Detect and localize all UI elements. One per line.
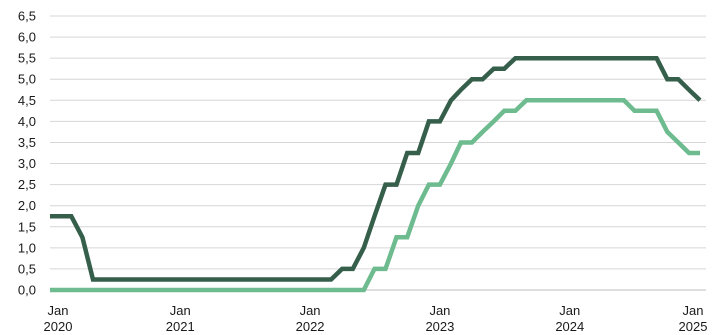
y-tick-label: 1,0 xyxy=(18,240,36,255)
series-line-1 xyxy=(50,55,702,282)
x-tick-label-year: 2023 xyxy=(425,319,454,334)
y-tick-label: 6,5 xyxy=(18,9,36,24)
x-tick-label: Jan xyxy=(48,303,69,318)
y-tick-label: 2,5 xyxy=(18,177,36,192)
x-tick-label-year: 2020 xyxy=(44,319,73,334)
y-tick-label: 5,5 xyxy=(18,51,36,66)
y-tick-label: 0,5 xyxy=(18,261,36,276)
y-tick-label: 2,0 xyxy=(18,198,36,213)
y-tick-label: 6,0 xyxy=(18,30,36,45)
x-tick-label: Jan xyxy=(300,303,321,318)
y-tick-label: 3,5 xyxy=(18,135,36,150)
x-tick-label-year: 2021 xyxy=(166,319,195,334)
x-tick-label-year: 2022 xyxy=(296,319,325,334)
x-tick-label-year: 2024 xyxy=(555,319,584,334)
x-tick-label: Jan xyxy=(170,303,191,318)
series-line-2 xyxy=(50,98,700,293)
x-tick-label-year: 2025 xyxy=(679,319,708,334)
x-tick-label: Jan xyxy=(429,303,450,318)
y-tick-label: 4,5 xyxy=(18,93,36,108)
y-tick-label: 4,0 xyxy=(18,114,36,129)
y-tick-label: 0,0 xyxy=(18,283,36,298)
x-tick-label: Jan xyxy=(683,303,704,318)
y-tick-label: 5,0 xyxy=(18,72,36,87)
x-tick-label: Jan xyxy=(559,303,580,318)
y-tick-label: 1,5 xyxy=(18,219,36,234)
y-tick-label: 3,0 xyxy=(18,156,36,171)
